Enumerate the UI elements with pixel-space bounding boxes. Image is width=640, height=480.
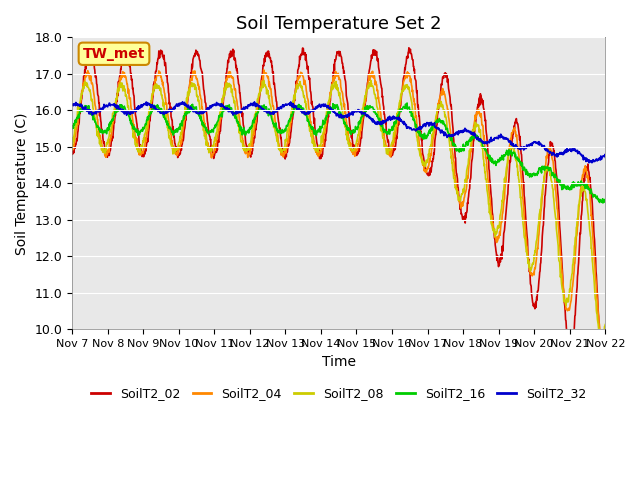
Line: SoilT2_04: SoilT2_04 <box>72 70 605 348</box>
SoilT2_16 <box>599 200 607 206</box>
X-axis label: Time: Time <box>322 355 356 369</box>
SoilT2_08 <box>174 146 182 152</box>
Line: SoilT2_16: SoilT2_16 <box>72 103 605 203</box>
SoilT2_32 <box>602 155 609 160</box>
SoilT2_02 <box>492 242 499 248</box>
SoilT2_04 <box>538 192 546 197</box>
SoilT2_16 <box>492 158 499 164</box>
SoilT2_32 <box>174 103 182 108</box>
Legend: SoilT2_02, SoilT2_04, SoilT2_08, SoilT2_16, SoilT2_32: SoilT2_02, SoilT2_04, SoilT2_08, SoilT2_… <box>86 382 591 405</box>
SoilT2_04 <box>260 67 268 73</box>
SoilT2_32 <box>179 99 186 105</box>
SoilT2_16 <box>422 134 429 140</box>
SoilT2_08 <box>422 163 429 168</box>
SoilT2_02 <box>246 153 254 159</box>
Title: Soil Temperature Set 2: Soil Temperature Set 2 <box>236 15 442 33</box>
Text: TW_met: TW_met <box>83 47 145 61</box>
SoilT2_16 <box>403 100 411 106</box>
Line: SoilT2_08: SoilT2_08 <box>72 80 605 339</box>
SoilT2_08 <box>187 84 195 89</box>
SoilT2_32 <box>538 142 546 148</box>
SoilT2_08 <box>492 234 499 240</box>
SoilT2_02 <box>174 155 182 160</box>
SoilT2_04 <box>174 148 182 154</box>
SoilT2_16 <box>187 103 195 109</box>
SoilT2_04 <box>422 167 429 173</box>
SoilT2_16 <box>174 128 182 133</box>
SoilT2_04 <box>246 145 254 151</box>
SoilT2_32 <box>188 106 195 111</box>
SoilT2_02 <box>187 74 195 80</box>
SoilT2_04 <box>187 76 195 82</box>
SoilT2_32 <box>422 123 429 129</box>
SoilT2_16 <box>538 163 546 169</box>
Line: SoilT2_32: SoilT2_32 <box>72 102 605 163</box>
SoilT2_04 <box>68 147 76 153</box>
SoilT2_02 <box>68 150 76 156</box>
SoilT2_04 <box>602 338 609 344</box>
SoilT2_16 <box>68 126 76 132</box>
SoilT2_04 <box>599 346 607 351</box>
SoilT2_08 <box>602 322 609 327</box>
SoilT2_32 <box>492 135 499 141</box>
SoilT2_32 <box>247 100 255 106</box>
SoilT2_02 <box>405 45 413 51</box>
SoilT2_08 <box>68 144 76 150</box>
SoilT2_02 <box>422 167 429 173</box>
SoilT2_04 <box>492 235 499 240</box>
Y-axis label: Soil Temperature (C): Soil Temperature (C) <box>15 112 29 254</box>
SoilT2_08 <box>538 188 546 193</box>
SoilT2_16 <box>602 197 609 203</box>
SoilT2_02 <box>602 387 609 393</box>
SoilT2_08 <box>367 77 374 83</box>
SoilT2_02 <box>538 233 546 239</box>
Line: SoilT2_02: SoilT2_02 <box>72 48 605 390</box>
SoilT2_08 <box>246 141 254 147</box>
SoilT2_32 <box>68 102 76 108</box>
SoilT2_16 <box>246 125 254 131</box>
SoilT2_08 <box>598 336 606 342</box>
SoilT2_32 <box>585 160 593 166</box>
